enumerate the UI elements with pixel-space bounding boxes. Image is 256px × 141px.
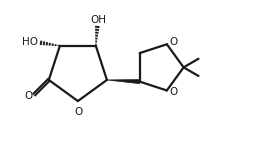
- Polygon shape: [107, 80, 140, 84]
- Text: HO: HO: [22, 37, 38, 47]
- Text: O: O: [74, 107, 82, 116]
- Text: O: O: [169, 37, 177, 47]
- Text: O: O: [169, 88, 177, 97]
- Text: O: O: [25, 91, 33, 101]
- Text: OH: OH: [90, 15, 106, 25]
